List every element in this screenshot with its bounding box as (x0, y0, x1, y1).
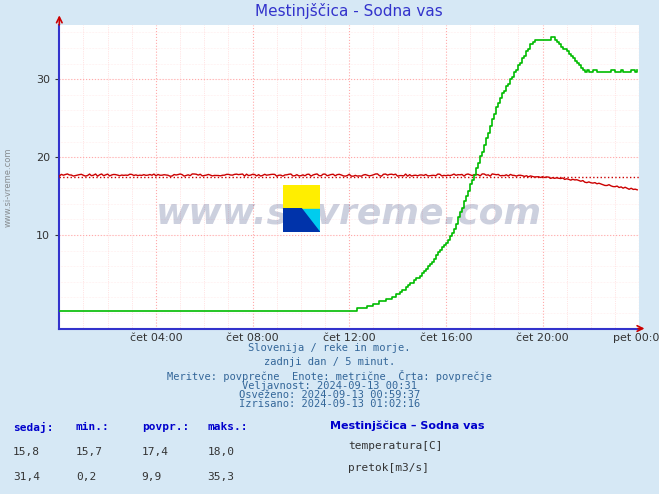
Text: Izrisano: 2024-09-13 01:02:16: Izrisano: 2024-09-13 01:02:16 (239, 399, 420, 409)
Title: Mestinjščica - Sodna vas: Mestinjščica - Sodna vas (256, 3, 443, 19)
Text: povpr.:: povpr.: (142, 422, 189, 432)
Text: Mestinjščica – Sodna vas: Mestinjščica – Sodna vas (330, 421, 484, 431)
Text: pretok[m3/s]: pretok[m3/s] (348, 463, 429, 473)
Text: 35,3: 35,3 (208, 472, 235, 482)
Text: www.si-vreme.com: www.si-vreme.com (3, 148, 13, 227)
Text: 31,4: 31,4 (13, 472, 40, 482)
Text: zadnji dan / 5 minut.: zadnji dan / 5 minut. (264, 357, 395, 367)
Text: 0,2: 0,2 (76, 472, 96, 482)
Polygon shape (283, 208, 320, 232)
Text: Osveženo: 2024-09-13 00:59:37: Osveženo: 2024-09-13 00:59:37 (239, 390, 420, 400)
Text: sedaj:: sedaj: (13, 422, 53, 433)
Text: 9,9: 9,9 (142, 472, 162, 482)
Text: Slovenija / reke in morje.: Slovenija / reke in morje. (248, 343, 411, 353)
Text: Veljavnost: 2024-09-13 00:31: Veljavnost: 2024-09-13 00:31 (242, 381, 417, 391)
Text: Meritve: povprečne  Enote: metrične  Črta: povprečje: Meritve: povprečne Enote: metrične Črta:… (167, 370, 492, 381)
Text: 15,7: 15,7 (76, 447, 103, 457)
Text: 17,4: 17,4 (142, 447, 169, 457)
Text: temperatura[C]: temperatura[C] (348, 441, 442, 451)
Polygon shape (302, 208, 320, 232)
Text: min.:: min.: (76, 422, 109, 432)
Text: www.si-vreme.com: www.si-vreme.com (156, 196, 542, 230)
Polygon shape (283, 185, 320, 208)
Text: 15,8: 15,8 (13, 447, 40, 457)
Text: maks.:: maks.: (208, 422, 248, 432)
Text: 18,0: 18,0 (208, 447, 235, 457)
